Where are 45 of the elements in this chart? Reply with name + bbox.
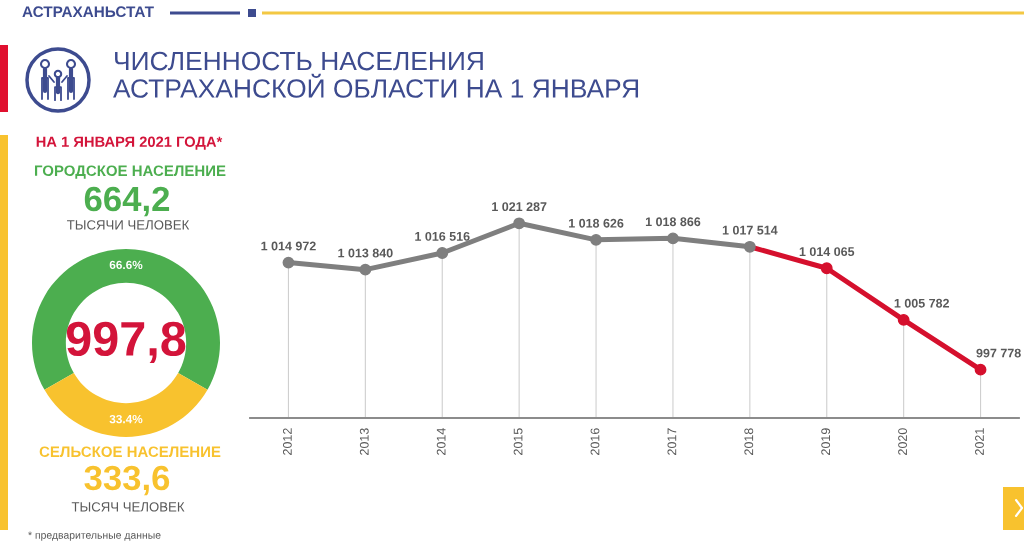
text: 997,8 <box>66 321 186 364</box>
donut-slice <box>32 249 220 390</box>
data-label: 1 014 972 <box>261 241 316 251</box>
text: ТЫСЯЧ ЧЕЛОВЕК <box>71 502 185 512</box>
point <box>436 247 449 259</box>
x-tick-label: 2013 <box>359 428 369 455</box>
data-label: 66.6% <box>109 260 143 270</box>
x-tick-label: 2016 <box>590 428 600 455</box>
point <box>513 217 526 230</box>
x-tick-label: 2015 <box>513 428 523 455</box>
x-tick-label: 2019 <box>821 428 831 455</box>
data-label: 997 778 <box>976 348 1021 358</box>
x-tick-label: 2012 <box>282 428 292 455</box>
x-tick-label: 2021 <box>975 428 984 455</box>
data-label: 1 013 840 <box>338 248 393 258</box>
x-tick-label: 2014 <box>436 428 446 455</box>
data-label: 1 016 516 <box>415 231 470 241</box>
chart-title: ЧИСЛЕННОСТЬ НАСЕЛЕНИЯ АСТРАХАНСКОЙ ОБЛАСТИ НА 1 ЯНВАРЯ <box>113 51 639 98</box>
text: 333,6 <box>84 465 170 496</box>
x-tick-label: 2017 <box>667 428 677 455</box>
slice-label: ГОРОДСКОЕ НАСЕЛЕНИЕ <box>34 165 226 179</box>
point <box>359 263 372 276</box>
point <box>743 240 756 253</box>
point <box>282 256 295 269</box>
data-label: 1 018 866 <box>645 217 701 227</box>
data-label: 33.4% <box>109 414 143 424</box>
text: 664,2 <box>84 186 170 217</box>
point <box>974 363 987 376</box>
text: * предварительные данные <box>28 531 161 541</box>
data-label: 1 021 287 <box>492 202 547 212</box>
text: АСТРАХАНЬСТАТ <box>22 6 154 18</box>
point <box>820 262 833 275</box>
data-label: 1 005 782 <box>894 298 950 308</box>
donut-slice <box>44 372 208 437</box>
point <box>667 232 679 245</box>
point <box>590 233 602 246</box>
chart-title: НА 1 ЯНВАРЯ 2021 ГОДА* <box>36 136 223 150</box>
x-tick-label: 2018 <box>744 428 754 455</box>
slice-label: СЕЛЬСКОЕ НАСЕЛЕНИЕ <box>39 446 221 458</box>
data-label: 1 018 626 <box>569 218 624 228</box>
point <box>897 313 910 326</box>
x-tick-label: 2020 <box>898 428 908 455</box>
data-label: 1 014 065 <box>799 247 855 257</box>
text: ТЫСЯЧИ ЧЕЛОВЕК <box>67 220 190 230</box>
data-label: 1 017 514 <box>722 225 778 235</box>
